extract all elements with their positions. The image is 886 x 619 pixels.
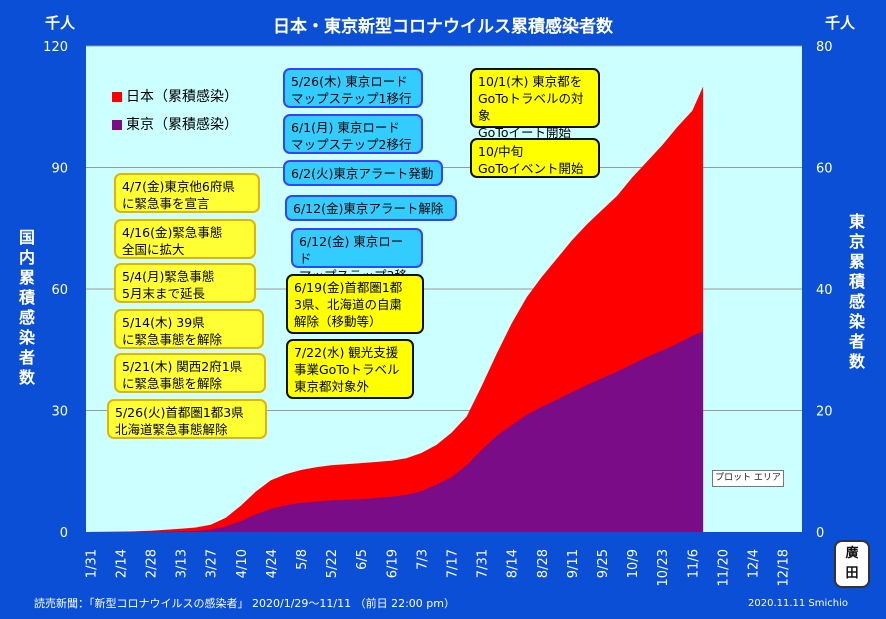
xtick-11-6: 11/6 [686,549,701,578]
legend-swatch-japan [112,92,122,102]
legend-japan: 日本（累積感染） [112,86,238,106]
ytick-right-20: 20 [816,405,833,420]
xtick-7-31: 7/31 [476,549,491,578]
source-caption: 読売新聞：「新型コロナウイルスの感染者」 2020/1/29〜11/11 （前日… [34,597,455,610]
xtick-8-28: 8/28 [536,549,551,578]
xtick-4-24: 4/24 [265,549,280,578]
xtick-4-10: 4/10 [235,549,250,578]
annotation-4-16: 4/16(金)緊急事態 全国に拡大 [114,219,256,259]
y-ticks-right: 0 20 40 60 80 [816,40,833,541]
xtick-12-4: 12/4 [747,549,762,578]
annotation-5-14: 5/14(木) 39県 に緊急事態を解除 [114,309,264,349]
ytick-left-90: 90 [51,162,68,177]
xtick-2-28: 2/28 [145,549,160,578]
ytick-right-80: 80 [816,40,833,55]
annotation-5-26-roadmap: 5/26(木) 東京ロード マップステップ1移行 [283,68,423,108]
xtick-10-23: 10/23 [656,549,671,586]
chart-title: 日本・東京新型コロナウイルス累積感染者数 [273,16,614,37]
ytick-right-0: 0 [816,526,824,541]
ytick-right-60: 60 [816,162,833,177]
xtick-2-14: 2/14 [114,549,129,578]
annotation-10-mid: 10/中旬 GoToイベント開始 [470,138,600,178]
unit-left: 千人 [45,14,76,32]
annotation-6-12-roadmap: 6/12(金) 東京ロード マップステップ3移行 [291,228,423,300]
xtick-6-19: 6/19 [385,549,400,578]
ytick-left-30: 30 [51,405,68,420]
credit-caption: 2020.11.11 Smichio [748,598,849,609]
legend-swatch-tokyo [112,120,122,130]
x-ticks: 1/31 2/14 2/28 3/13 3/27 4/10 4/24 5/8 5/22 6/5 6/… [84,549,791,586]
xtick-1-31: 1/31 [84,549,99,578]
xtick-9-11: 9/11 [566,549,581,578]
ytick-left-0: 0 [60,526,68,541]
annotation-4-7: 4/7(金)東京他6府県 に緊急事を宣言 [114,173,260,213]
legend-label-tokyo: 東京（累積感染） [126,117,238,133]
seal-stamp: 廣田 [834,540,870,588]
xtick-3-13: 3/13 [175,549,190,578]
legend-label-japan: 日本（累積感染） [126,89,238,105]
annotation-5-21: 5/21(木) 関西2府1県 に緊急事態を解除 [114,353,266,393]
seal-text: 廣田 [845,546,859,581]
xtick-6-5: 6/5 [355,549,370,570]
xtick-3-27: 3/27 [205,549,220,578]
ytick-left-120: 120 [43,40,68,55]
unit-right: 千人 [825,14,856,32]
annotation-6-12-alert-off: 6/12(金)東京アラート解除 [285,195,457,221]
annotation-7-22: 7/22(水) 観光支援 事業GoToトラベル 東京都対象外 [286,339,414,399]
xtick-7-3: 7/3 [415,549,430,570]
annotation-6-19: 6/19(金)首都圏1都 3県、北海道の自粛 解除（移動等） [286,274,424,334]
xtick-8-14: 8/14 [506,549,521,578]
annotation-6-1-roadmap: 6/1(月) 東京ロード マップステップ2移行 [283,114,423,154]
ytick-right-40: 40 [816,283,833,298]
annotation-5-4: 5/4(月)緊急事態 5月末まで延長 [114,263,256,303]
ylabel-left: 国内累積感染者数 [18,228,35,387]
xtick-10-9: 10/9 [626,549,641,578]
xtick-9-25: 9/25 [596,549,611,578]
xtick-11-20: 11/20 [716,549,731,586]
legend-tokyo: 東京（累積感染） [112,114,238,134]
ylabel-right: 東京累積感染者数 [848,212,865,371]
annotation-5-26-emergency: 5/26(火)首都圏1都3県 北海道緊急事態解除 [107,399,267,439]
xtick-7-17: 7/17 [446,549,461,578]
annotation-10-1: 10/1(木) 東京都を GoToトラベルの対象 GoToイート開始 [470,68,600,140]
xtick-12-18: 12/18 [777,549,792,586]
xtick-5-22: 5/22 [325,549,340,578]
ytick-left-60: 60 [51,283,68,298]
xtick-5-8: 5/8 [295,549,310,570]
series-tokyo-area [86,331,704,532]
y-ticks-left: 0 30 60 90 120 [43,40,68,541]
annotation-6-2-alert: 6/2(火)東京アラート発動 [283,160,443,186]
plot-area-label: プロット エリア [712,470,784,487]
